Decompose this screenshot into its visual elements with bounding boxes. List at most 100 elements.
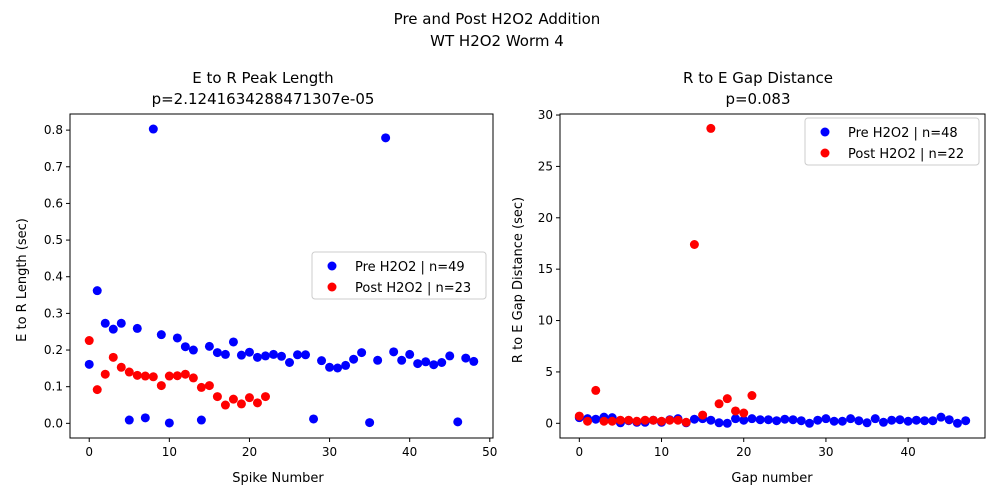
y-tick-label: 0.2 <box>44 343 63 357</box>
legend: Pre H2O2 | n=48 Post H2O2 | n=22 <box>804 117 980 166</box>
data-point-pre <box>309 414 319 424</box>
plot-frame <box>69 113 494 439</box>
data-point-post <box>673 415 683 425</box>
data-point-pre <box>156 330 166 340</box>
tick-layer: 0 10 20 30 40 50 0.0 0.1 0.2 0.3 0.4 0.5 0.6 0.7 0.8 <box>44 123 498 459</box>
data-point-pre <box>469 356 479 366</box>
data-point-pre <box>108 324 118 334</box>
data-point-post <box>640 415 650 425</box>
data-point-pre <box>397 355 407 365</box>
data-point-pre <box>747 414 757 424</box>
data-point-pre <box>100 318 110 328</box>
data-point-post <box>132 370 142 380</box>
data-point-post <box>657 416 667 426</box>
data-point-pre <box>260 351 270 361</box>
x-tick-label: 0 <box>85 445 93 459</box>
data-point-pre <box>952 418 962 428</box>
data-point-pre <box>878 417 888 427</box>
panel-title-line1: E to R Peak Length <box>192 69 333 87</box>
data-point-post <box>220 400 230 410</box>
data-point-pre <box>813 415 823 425</box>
x-tick-label: 30 <box>322 445 337 459</box>
data-point-pre <box>763 415 773 425</box>
y-tick-label: 15 <box>538 262 553 276</box>
data-point-pre <box>731 414 741 424</box>
data-point-pre <box>804 418 814 428</box>
x-tick-label: 0 <box>575 445 583 459</box>
data-point-pre <box>341 360 351 370</box>
data-point-post <box>100 369 110 379</box>
x-tick-label: 20 <box>736 445 751 459</box>
data-point-post <box>591 385 601 395</box>
data-point-post <box>156 381 166 391</box>
data-point-pre <box>780 414 790 424</box>
data-point-pre <box>236 350 246 360</box>
x-tick-label: 20 <box>242 445 257 459</box>
data-point-post <box>747 391 757 401</box>
data-point-post <box>665 415 675 425</box>
data-point-post <box>599 416 609 426</box>
data-point-post <box>648 415 658 425</box>
x-axis-label: Gap number <box>731 471 813 486</box>
data-point-pre <box>92 286 102 296</box>
data-point-pre <box>429 360 439 370</box>
data-point-pre <box>445 351 455 361</box>
data-point-post <box>624 415 634 425</box>
data-point-pre <box>854 416 864 426</box>
panel-e-to-r-peak-length: E to R Peak Length p=2.1241634288471307e… <box>15 69 497 486</box>
data-point-pre <box>116 318 126 328</box>
data-point-pre <box>373 355 383 365</box>
x-tick-label: 40 <box>900 445 915 459</box>
data-point-post <box>714 399 724 409</box>
data-point-pre <box>204 341 214 351</box>
legend-box <box>804 117 980 166</box>
data-point-pre <box>244 347 254 357</box>
data-point-pre <box>124 415 134 425</box>
legend-marker-post <box>327 282 337 292</box>
data-point-post <box>689 240 699 250</box>
data-point-post <box>615 415 625 425</box>
points-layer <box>574 123 971 428</box>
data-point-pre <box>349 354 359 364</box>
y-tick-label: 0.4 <box>44 270 63 284</box>
data-point-pre <box>755 415 765 425</box>
x-tick-label: 40 <box>402 445 417 459</box>
figure-suptitle-line1: Pre and Post H2O2 Addition <box>394 10 601 28</box>
data-point-pre <box>220 349 230 359</box>
data-point-pre <box>180 342 190 352</box>
data-point-pre <box>887 415 897 425</box>
data-point-post <box>108 352 118 362</box>
legend-label-pre: Pre H2O2 | n=49 <box>355 260 465 275</box>
data-point-post <box>681 417 691 427</box>
data-point-post <box>236 399 246 409</box>
data-point-pre <box>164 418 174 428</box>
legend-marker-post <box>820 148 830 158</box>
y-tick-label: 0.1 <box>44 380 63 394</box>
data-point-post <box>607 416 617 426</box>
y-axis-label: E to R Length (sec) <box>15 218 30 342</box>
data-point-pre <box>453 417 463 427</box>
data-point-pre <box>903 416 913 426</box>
data-point-post <box>124 367 134 377</box>
data-point-pre <box>365 418 375 428</box>
data-point-pre <box>895 415 905 425</box>
data-point-pre <box>437 357 447 367</box>
data-point-post <box>228 394 238 404</box>
data-point-post <box>722 394 732 404</box>
tick-layer: 0 10 20 30 40 0 5 10 15 20 25 30 <box>538 108 916 459</box>
data-point-post <box>188 373 198 383</box>
data-point-post <box>574 411 584 421</box>
data-point-post <box>739 408 749 418</box>
data-point-post <box>260 392 270 402</box>
y-tick-label: 20 <box>538 211 553 225</box>
data-point-pre <box>333 363 343 373</box>
data-point-pre <box>212 348 222 358</box>
data-point-pre <box>591 414 601 424</box>
data-point-pre <box>689 414 699 424</box>
data-point-pre <box>928 416 938 426</box>
panel-r-to-e-gap-distance: R to E Gap Distance p=0.083 Gap number R… <box>511 69 986 486</box>
data-point-pre <box>722 418 732 428</box>
data-point-post <box>632 416 642 426</box>
data-point-post <box>706 123 716 133</box>
